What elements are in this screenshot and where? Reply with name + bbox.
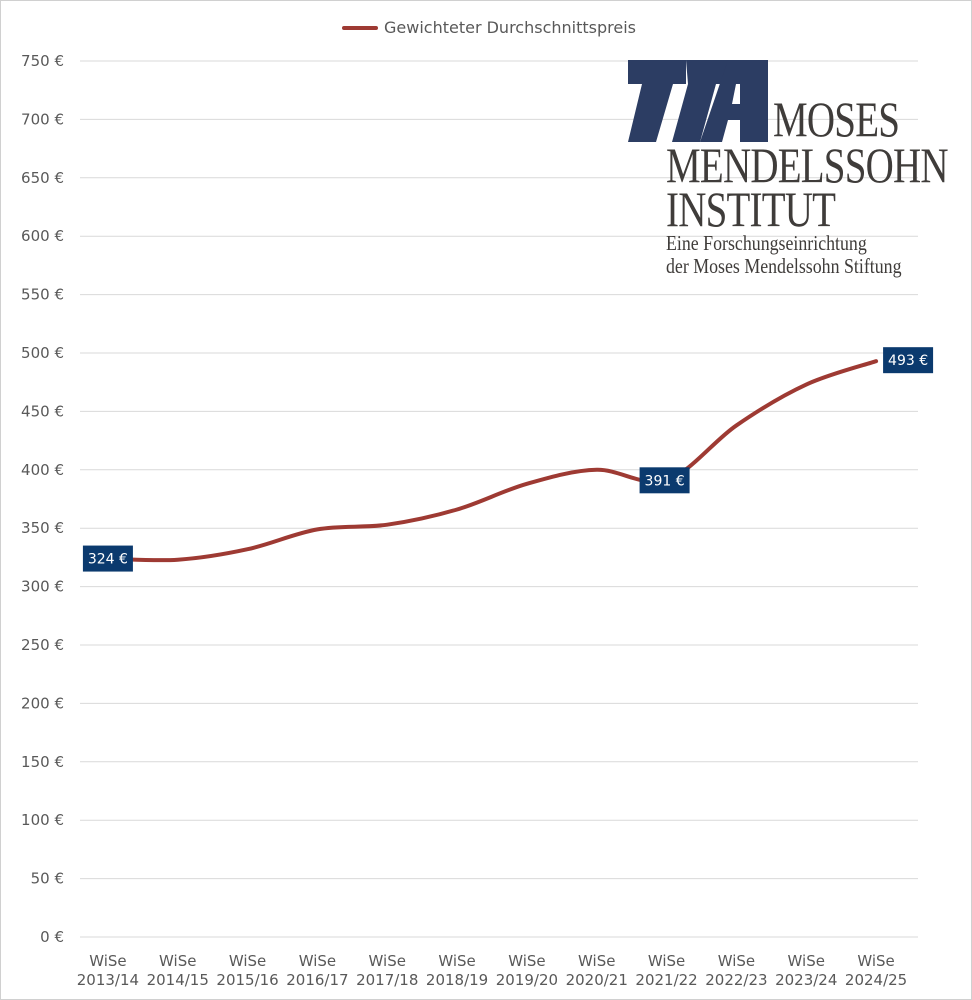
x-tick-label: 2020/21 [566,971,628,989]
y-tick-label: 350 € [21,519,64,537]
y-tick-label: 700 € [21,110,64,128]
x-tick-label: WiSe [718,952,755,970]
y-tick-label: 750 € [21,52,64,70]
logo-text-subtitle1: Eine Forschungseinrichtung [666,231,867,255]
y-tick-label: 100 € [21,811,64,829]
y-tick-label: 50 € [31,870,64,888]
legend-swatch [342,25,378,30]
y-tick-label: 150 € [21,753,64,771]
y-tick-label: 650 € [21,169,64,187]
x-tick-label: 2014/15 [147,971,209,989]
x-tick-label: 2019/20 [496,971,558,989]
logo-text-institut: INSTITUT [666,181,836,237]
x-tick-label: 2023/24 [775,971,837,989]
x-tick-label: WiSe [438,952,475,970]
data-label: 324 € [88,552,128,568]
logo-text-mendelssohn: MENDELSSOHN [666,137,949,193]
x-tick-label: WiSe [508,952,545,970]
x-tick-label: 2018/19 [426,971,488,989]
logo-text-subtitle2: der Moses Mendelssohn Stiftung [666,254,902,278]
logo: MOSES MENDELSSOHN INSTITUT Eine Forschun… [628,60,949,280]
y-tick-label: 200 € [21,694,64,712]
logo-text-moses: MOSES [773,91,900,147]
x-tick-label: WiSe [369,952,406,970]
y-tick-label: 450 € [21,402,64,420]
x-tick-label: 2022/23 [705,971,767,989]
x-tick-label: 2021/22 [635,971,697,989]
logo-mark [628,60,768,142]
y-tick-label: 0 € [40,928,64,946]
x-tick-label: 2024/25 [845,971,907,989]
x-tick-label: WiSe [857,952,894,970]
data-label-box [639,467,690,494]
x-tick-label: WiSe [299,952,336,970]
data-label-box [82,545,133,572]
data-label-box [883,347,934,374]
legend: Gewichteter Durchschnittspreis [342,18,636,37]
x-tick-label: WiSe [89,952,126,970]
y-tick-label: 600 € [21,227,64,245]
data-label: 493 € [888,353,928,369]
x-tick-label: 2017/18 [356,971,418,989]
x-tick-label: WiSe [159,952,196,970]
y-tick-label: 550 € [21,286,64,304]
y-tick-label: 500 € [21,344,64,362]
x-tick-label: WiSe [648,952,685,970]
x-tick-label: WiSe [788,952,825,970]
data-label: 391 € [645,473,685,489]
series-line [105,359,879,563]
y-tick-label: 250 € [21,636,64,654]
x-tick-label: 2015/16 [216,971,278,989]
x-tick-label: 2013/14 [77,971,139,989]
legend-label: Gewichteter Durchschnittspreis [384,18,636,37]
x-tick-label: 2016/17 [286,971,348,989]
y-tick-label: 300 € [21,578,64,596]
y-tick-label: 400 € [21,461,64,479]
x-tick-label: WiSe [229,952,266,970]
x-tick-label: WiSe [578,952,615,970]
